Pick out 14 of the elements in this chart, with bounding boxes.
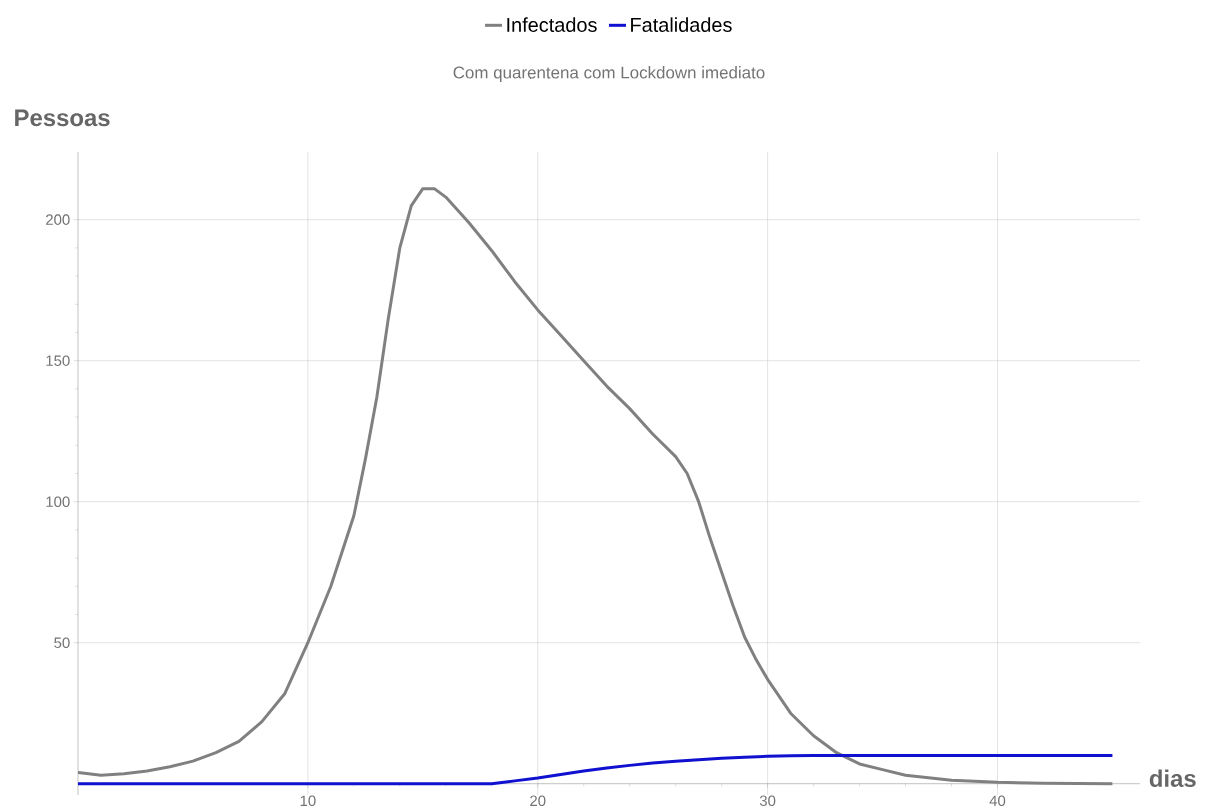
y-tick-label: 200 — [46, 214, 70, 225]
legend-label: Infectados — [507, 17, 597, 32]
y-tick-label: 100 — [46, 496, 70, 507]
y-tick-label: 150 — [46, 355, 70, 366]
line-series — [78, 187, 1114, 786]
legend-label: Fatalidades — [631, 17, 732, 32]
x-tick-label: 30 — [759, 795, 776, 807]
x-tick-label: 20 — [530, 795, 546, 807]
x-axis-title: dias — [1149, 769, 1196, 788]
chart-title: Com quarentena com Lockdown imediato — [453, 66, 765, 82]
x-tick-label: 10 — [300, 795, 316, 807]
y-tick-label: 50 — [54, 637, 70, 648]
x-tick-label: 40 — [989, 795, 1006, 807]
y-axis-title: Pessoas — [15, 109, 110, 127]
